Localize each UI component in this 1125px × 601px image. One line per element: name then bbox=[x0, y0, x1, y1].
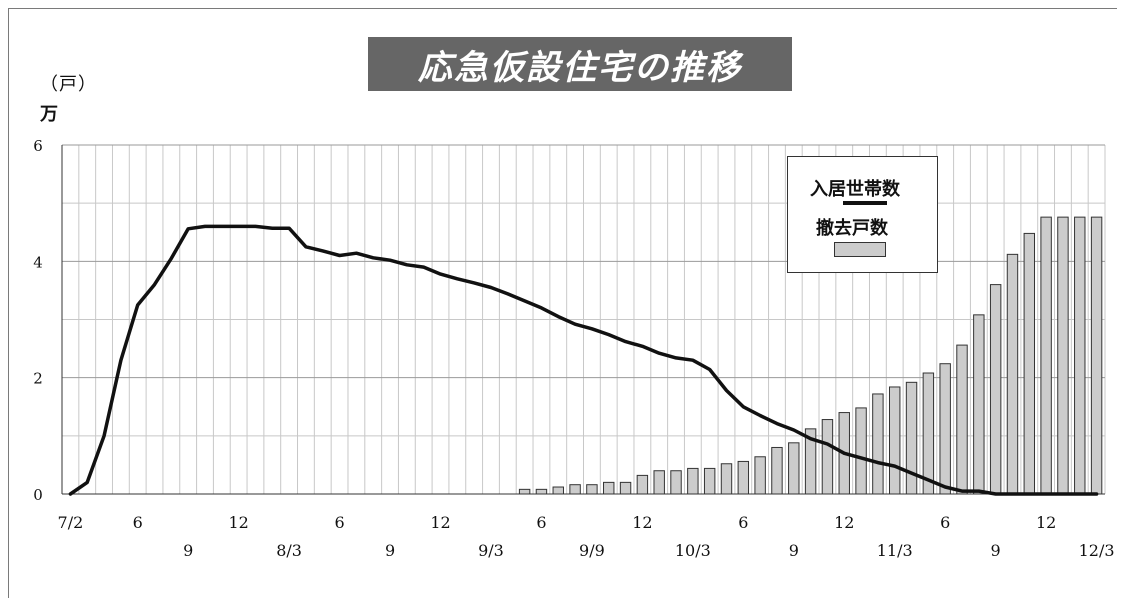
y-tick-label: 0 bbox=[33, 486, 43, 504]
chart-frame bbox=[8, 8, 1117, 598]
y-unit-label: （戸） bbox=[40, 74, 97, 95]
x-tick-label: 6 bbox=[738, 513, 748, 532]
x-tick-label: 6 bbox=[334, 513, 344, 532]
x-tick-label: 9/3 bbox=[478, 541, 504, 560]
legend: 入居世帯数 撤去戸数 bbox=[787, 156, 938, 273]
bar-removed-units bbox=[872, 393, 884, 495]
x-tick-label: 9 bbox=[991, 541, 1001, 560]
bar-removed-units bbox=[670, 470, 682, 495]
bar-removed-units bbox=[603, 481, 615, 495]
bar-removed-units bbox=[922, 372, 935, 495]
bar-removed-units bbox=[1023, 232, 1036, 495]
bar-removed-units bbox=[619, 481, 632, 495]
legend-line-swatch bbox=[843, 201, 887, 205]
x-tick-label: 12 bbox=[1036, 513, 1056, 532]
bar-removed-units bbox=[720, 463, 733, 495]
x-tick-label: 12 bbox=[834, 513, 854, 532]
bar-removed-units bbox=[1074, 216, 1086, 495]
legend-bar-swatch bbox=[834, 242, 886, 257]
x-tick-label: 12 bbox=[632, 513, 652, 532]
x-tick-label: 12/3 bbox=[1079, 541, 1115, 560]
x-tick-label: 9/9 bbox=[579, 541, 605, 560]
y-tick-label: 6 bbox=[33, 137, 43, 155]
bar-removed-units bbox=[821, 419, 834, 495]
bar-removed-units bbox=[788, 442, 800, 495]
bar-removed-units bbox=[855, 407, 867, 495]
bar-removed-units bbox=[586, 484, 598, 495]
y-tick-label: 4 bbox=[33, 253, 43, 271]
chart-title-box: 応急仮設住宅の推移 bbox=[368, 37, 792, 91]
legend-resident-label: 入居世帯数 bbox=[810, 179, 900, 200]
bar-removed-units bbox=[653, 470, 665, 495]
bar-removed-units bbox=[989, 284, 1002, 495]
x-tick-label: 11/3 bbox=[877, 541, 913, 560]
bar-removed-units bbox=[804, 428, 817, 495]
y-unit-multiplier: 万 bbox=[40, 104, 58, 125]
x-tick-label: 6 bbox=[536, 513, 546, 532]
legend-removed-label: 撤去戸数 bbox=[816, 218, 888, 239]
bar-removed-units bbox=[569, 484, 581, 495]
bar-removed-units bbox=[737, 460, 750, 495]
bar-removed-units bbox=[973, 314, 985, 495]
x-tick-label: 10/3 bbox=[675, 541, 711, 560]
bar-removed-units bbox=[1006, 253, 1019, 495]
chart-title: 応急仮設住宅の推移 bbox=[418, 47, 742, 88]
x-tick-label: 7/2 bbox=[58, 513, 84, 532]
bar-removed-units bbox=[889, 386, 901, 495]
x-tick-label: 12 bbox=[228, 513, 248, 532]
bar-removed-units bbox=[939, 363, 951, 495]
x-tick-label: 8/3 bbox=[276, 541, 302, 560]
bar-removed-units bbox=[1040, 216, 1052, 495]
x-tick-label: 6 bbox=[940, 513, 950, 532]
x-tick-label: 9 bbox=[385, 541, 395, 560]
bar-removed-units bbox=[905, 381, 918, 495]
bar-removed-units bbox=[1090, 216, 1103, 495]
y-tick-label: 2 bbox=[33, 370, 43, 388]
bar-removed-units bbox=[535, 488, 548, 495]
bar-removed-units bbox=[956, 344, 968, 495]
bar-removed-units bbox=[703, 467, 716, 495]
bar-removed-units bbox=[1057, 216, 1069, 495]
bar-removed-units bbox=[687, 467, 699, 495]
x-tick-label: 12 bbox=[430, 513, 450, 532]
x-tick-label: 9 bbox=[183, 541, 193, 560]
bar-removed-units bbox=[518, 488, 531, 495]
line-resident-households bbox=[68, 224, 1099, 496]
x-tick-label: 6 bbox=[133, 513, 143, 532]
x-tick-label: 9 bbox=[789, 541, 799, 560]
bar-removed-units bbox=[636, 474, 649, 495]
bar-removed-units bbox=[754, 456, 766, 495]
bar-removed-units bbox=[552, 486, 564, 495]
bar-removed-units bbox=[771, 446, 783, 495]
